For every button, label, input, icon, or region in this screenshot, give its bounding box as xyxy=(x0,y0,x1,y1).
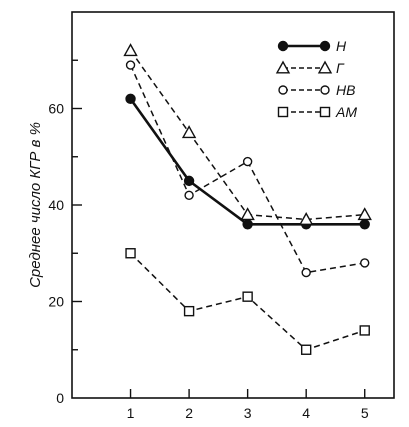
legend-entry: НВ xyxy=(278,82,355,98)
legend-marker xyxy=(320,85,330,95)
legend-marker xyxy=(278,85,288,95)
legend-marker xyxy=(319,40,331,52)
series-3 xyxy=(125,60,370,278)
legend-entry: Н xyxy=(277,38,347,54)
data-point xyxy=(301,267,311,278)
x-tick-label: 1 xyxy=(127,405,135,421)
data-point xyxy=(125,60,136,70)
legend-marker xyxy=(317,60,333,74)
x-tick-label: 3 xyxy=(244,405,252,421)
x-tick-label: 4 xyxy=(302,405,310,421)
series-layer xyxy=(123,43,372,355)
x-tick-label: 5 xyxy=(361,405,369,421)
data-point xyxy=(183,175,195,187)
y-axis-ticks: 0 20 40 60 xyxy=(48,59,82,406)
data-point xyxy=(242,291,253,302)
data-point xyxy=(242,219,253,230)
legend-label: АМ xyxy=(335,104,357,120)
data-point xyxy=(123,43,138,57)
data-point xyxy=(184,190,194,201)
data-point xyxy=(125,93,136,105)
legend-entry: АМ xyxy=(277,104,357,120)
legend-label: Н xyxy=(336,38,347,54)
data-point xyxy=(240,207,255,221)
legend-entry: Г xyxy=(275,60,345,76)
legend-marker xyxy=(275,60,291,74)
y-tick-label: 40 xyxy=(48,197,64,213)
legend-label: Г xyxy=(336,60,345,76)
data-point xyxy=(300,344,312,355)
data-point xyxy=(359,325,370,336)
plot-frame xyxy=(71,11,395,399)
y-tick-label: 20 xyxy=(48,294,64,310)
series-line xyxy=(129,64,365,274)
data-point xyxy=(360,258,370,268)
y-tick-label: 60 xyxy=(48,101,64,117)
data-point xyxy=(359,219,370,230)
series-line xyxy=(129,50,365,221)
axes xyxy=(71,11,395,399)
data-point xyxy=(181,125,197,139)
data-point xyxy=(125,248,136,259)
legend-label: НВ xyxy=(336,82,355,98)
y-tick-label: 0 xyxy=(56,390,64,406)
legend: НГ НВ АМ xyxy=(275,38,357,120)
legend-marker xyxy=(277,106,289,118)
data-point xyxy=(357,207,372,221)
x-tick-label: 2 xyxy=(185,405,193,421)
legend-marker xyxy=(277,40,289,52)
series-4 xyxy=(125,248,370,355)
series-2 xyxy=(123,43,372,225)
data-point xyxy=(242,156,253,167)
x-axis-ticks: 1 2 3 4 5 xyxy=(127,389,369,421)
legend-marker xyxy=(319,106,331,118)
data-point xyxy=(298,212,314,225)
y-axis-title: Среднее число КГР в % xyxy=(27,122,44,288)
data-point xyxy=(183,305,195,317)
